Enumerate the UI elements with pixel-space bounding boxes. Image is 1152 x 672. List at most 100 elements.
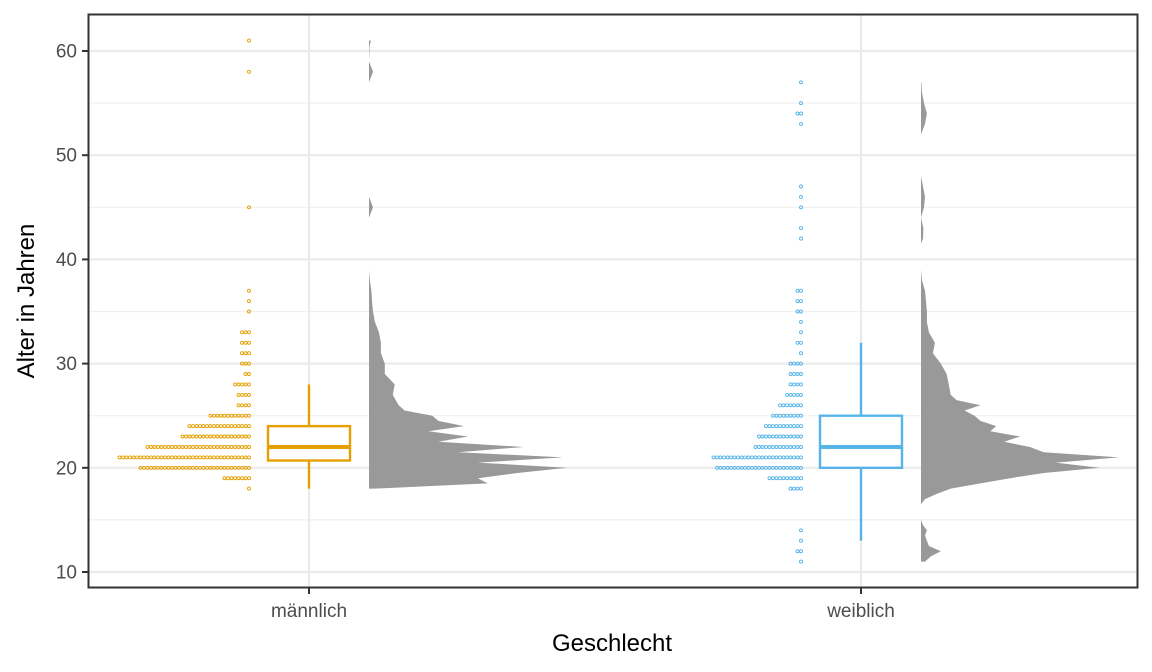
data-dot: [764, 445, 768, 449]
data-dot: [243, 372, 248, 376]
data-dot: [771, 434, 775, 439]
data-dot: [240, 476, 244, 481]
data-dot: [715, 465, 719, 470]
data-dot: [240, 455, 244, 460]
data-dot: [240, 392, 244, 397]
data-dot: [774, 413, 779, 418]
data-dot: [792, 465, 796, 470]
data-dot: [757, 445, 761, 449]
data-dot: [187, 445, 192, 449]
data-dot: [788, 361, 793, 366]
data-dot: [180, 434, 185, 439]
data-dot: [767, 445, 772, 449]
data-dot: [138, 465, 143, 470]
data-dot: [729, 465, 733, 470]
data-dot: [208, 424, 213, 429]
data-dot: [198, 434, 202, 439]
data-dot: [233, 455, 237, 460]
data-dot: [715, 455, 719, 460]
data-dot: [785, 465, 789, 470]
data-dot: [788, 413, 793, 418]
data-dot: [243, 340, 248, 345]
data-dot: [240, 424, 244, 429]
data-dot: [757, 465, 761, 470]
data-dot: [792, 434, 796, 439]
data-dot: [732, 455, 737, 460]
data-dot: [201, 455, 206, 460]
data-dot: [792, 424, 796, 429]
data-dot: [753, 455, 758, 460]
data-dot: [243, 330, 248, 335]
data-dot: [792, 403, 796, 408]
data-dot: [243, 455, 248, 460]
x-tick-label: männlich: [271, 601, 347, 622]
data-dot: [799, 184, 803, 189]
data-dot: [166, 455, 171, 460]
data-dot: [743, 465, 747, 470]
y-tick-label: 30: [56, 354, 77, 375]
data-dot: [142, 465, 146, 470]
data-dot: [229, 445, 234, 449]
data-dot: [247, 299, 251, 304]
data-dot: [247, 69, 251, 74]
data-dot: [767, 424, 772, 429]
data-dot: [799, 382, 803, 387]
data-dot: [117, 455, 122, 460]
data-dot: [222, 465, 227, 470]
data-dot: [166, 465, 171, 470]
data-dot: [236, 392, 241, 397]
data-dot: [785, 413, 789, 418]
data-dot: [799, 403, 803, 408]
data-dot: [785, 445, 789, 449]
data-dot: [799, 330, 803, 335]
data-dot: [795, 403, 800, 408]
data-dot: [247, 413, 251, 418]
data-dot: [236, 434, 241, 439]
data-dot: [247, 361, 251, 366]
data-dot: [240, 445, 244, 449]
data-dot: [194, 424, 199, 429]
data-dot: [767, 455, 772, 460]
data-dot: [739, 465, 744, 470]
minor-grid-lines: [88, 102, 1138, 521]
data-dot: [233, 445, 237, 449]
data-dot: [205, 465, 209, 470]
data-dot: [795, 361, 800, 366]
data-dot: [739, 455, 744, 460]
data-dot: [233, 476, 237, 481]
data-dot: [205, 455, 209, 460]
data-dot: [722, 465, 726, 470]
data-dot: [194, 455, 199, 460]
data-dot: [219, 424, 223, 429]
data-dot: [233, 434, 237, 439]
y-tick-label: 40: [56, 250, 77, 271]
data-dot: [226, 445, 230, 449]
data-dot: [792, 382, 796, 387]
data-dot: [781, 413, 786, 418]
data-dot: [760, 445, 765, 449]
data-dot: [159, 455, 164, 460]
data-dot: [732, 465, 737, 470]
data-dot: [124, 455, 129, 460]
data-dot: [792, 392, 796, 397]
data-dot: [760, 465, 765, 470]
data-dot: [767, 465, 772, 470]
data-dot: [795, 111, 800, 116]
data-dot: [792, 361, 796, 366]
data-dot: [795, 465, 800, 470]
data-dot: [243, 465, 248, 470]
data-dot: [240, 330, 244, 335]
data-dot: [215, 434, 220, 439]
data-dot: [247, 205, 251, 210]
data-dot: [247, 330, 251, 335]
data-dot: [163, 455, 167, 460]
data-dot: [785, 403, 789, 408]
data-dot: [799, 528, 803, 533]
y-tick-label: 60: [56, 42, 77, 63]
data-dot: [792, 372, 796, 376]
data-dot: [163, 465, 167, 470]
data-dot: [177, 465, 181, 470]
data-dot: [184, 455, 188, 460]
x-tick-label: weiblich: [826, 601, 895, 622]
